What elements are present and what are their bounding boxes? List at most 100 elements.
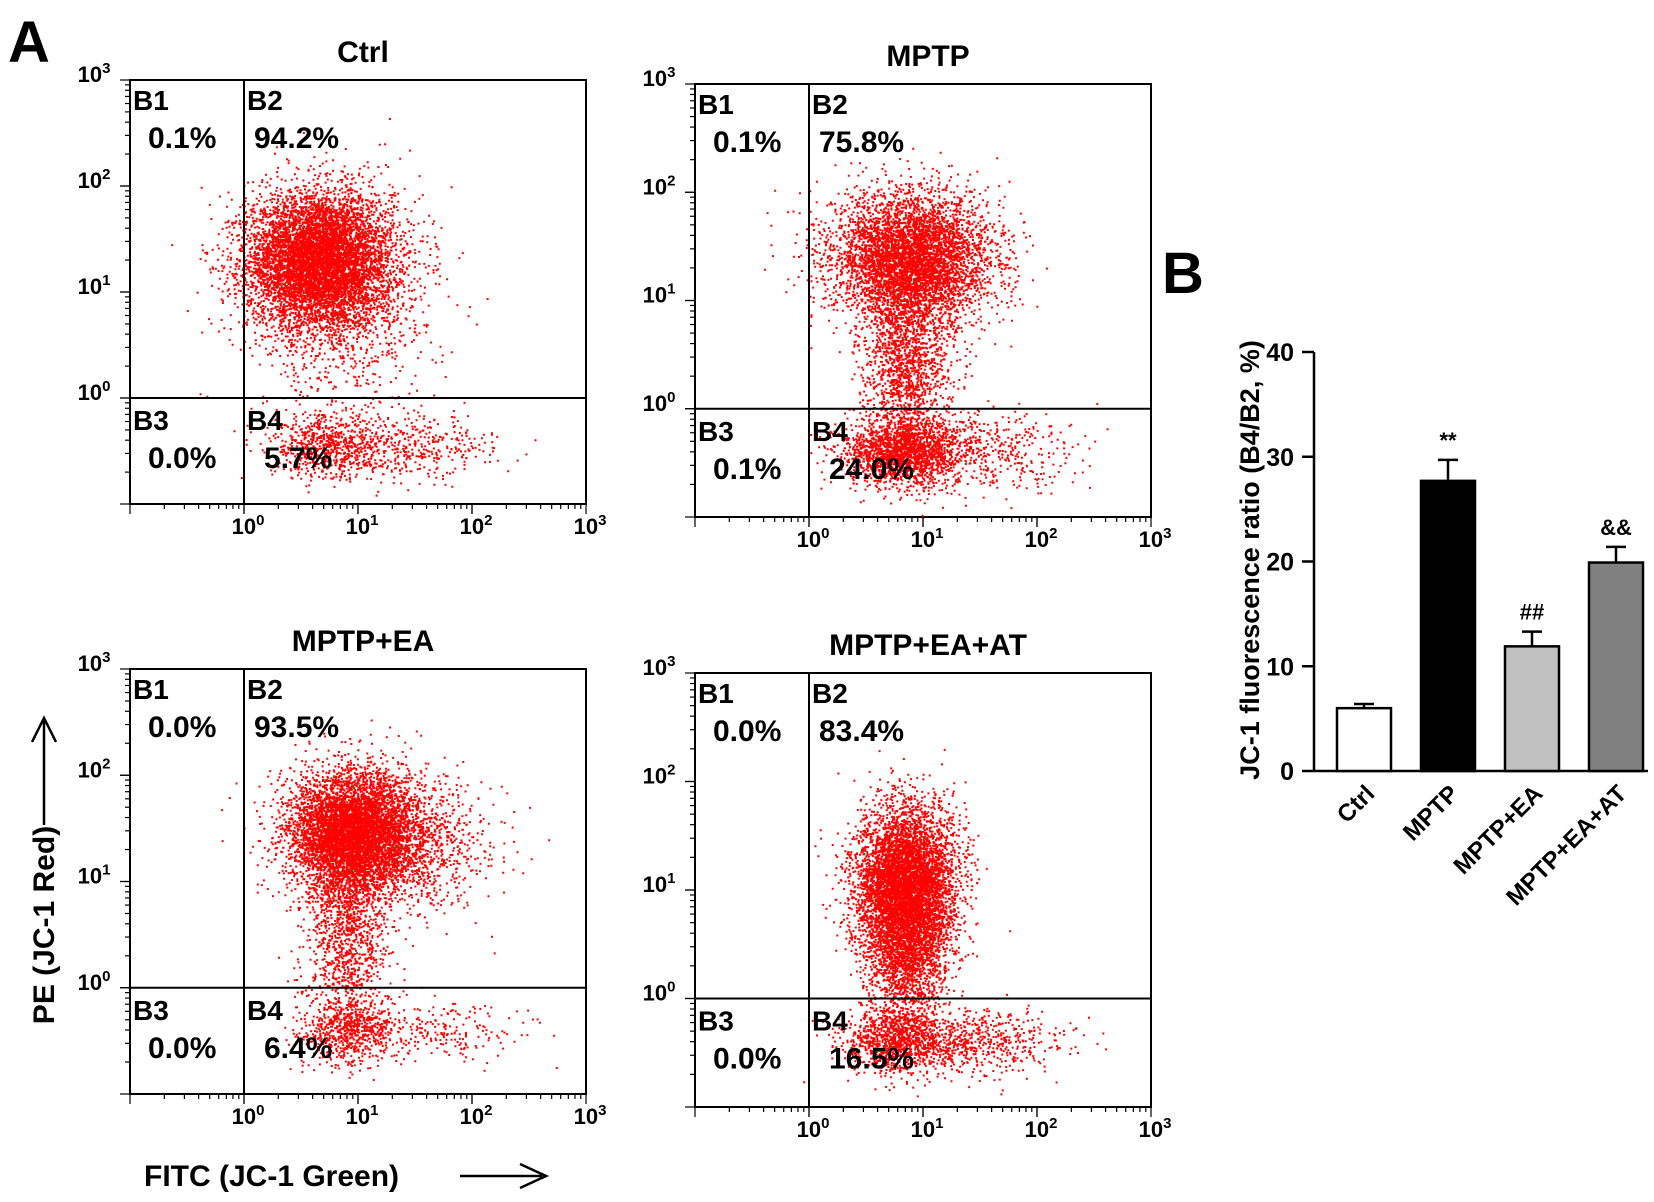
flow-x-axis-title: FITC (JC-1 Green) [144,1160,399,1193]
y-tick-label: 40 [1266,339,1294,367]
quadrant-name: B4 [247,995,283,1026]
flow-axis-titles: PE (JC-1 Red) FITC (JC-1 Green) [28,715,549,1193]
panel-title: Ctrl [337,36,389,69]
y-tick-label: 102 [78,755,111,782]
y-axis-title: JC-1 fluorescence ratio (B4/B2, %) [1235,340,1265,780]
x-tick-label: 102 [1025,525,1058,552]
scatter-points [803,748,1108,1098]
x-tick-label: 100 [232,512,265,539]
y-tick-label: 101 [78,862,111,889]
y-tick-label: 100 [78,968,111,995]
bar [1587,561,1645,773]
bar [1335,706,1393,773]
panel-title: MPTP [886,40,969,73]
x-tick-label: 100 [797,1115,830,1142]
y-arrow-head [30,715,58,743]
quadrant-name: B4 [247,405,283,436]
quadrant-name: B1 [133,85,169,116]
quadrant-percent: 0.0% [148,1032,216,1065]
quadrant-name: B3 [698,1006,734,1037]
flow-panel-4: MPTP+EA+AT 100 100 101 101 102 102 103 103 B1 0.0%… [643,629,1172,1142]
quadrant-name: B1 [698,678,734,709]
y-tick-label: 0 [1280,758,1294,786]
panel-title: MPTP+EA [292,625,435,658]
flow-panel-2: MPTP 100 100 101 101 102 102 103 103 B1 0.1% B2 75.8… [643,40,1172,552]
quadrant-name: B4 [812,1006,848,1037]
x-tick-label: 102 [460,512,493,539]
quadrant-name: B2 [247,85,283,116]
x-tick-label: 103 [574,1102,607,1129]
quadrant-percent: 0.1% [713,126,781,159]
x-tick-label: 101 [911,1115,944,1142]
flow-cytometry-panels: Ctrl 100 100 101 101 102 102 103 103 B1 0.1% B2 94.2… [78,36,1172,1142]
y-tick-label: 103 [78,649,111,676]
scatter-points [763,147,1109,517]
y-tick-label: 100 [643,389,676,416]
y-tick-label: 30 [1266,444,1294,472]
quadrant-name: B4 [812,416,848,447]
flow-panel-3: MPTP+EA 100 100 101 101 102 102 103 103 B1 0.0% B2 9… [78,625,607,1129]
x-tick-label: Ctrl [1332,780,1380,828]
quadrant-percent: 0.0% [148,711,216,744]
x-tick-label: MPTP [1398,780,1464,846]
significance-mark: && [1600,515,1632,540]
bar [1419,479,1477,773]
y-tick-label: 102 [78,166,111,193]
panel-title: MPTP+EA+AT [829,629,1027,662]
x-tick-label: 101 [911,525,944,552]
x-arrow-head [519,1162,549,1190]
quadrant-percent: 6.4% [264,1032,332,1065]
quadrant-percent: 0.0% [148,442,216,475]
quadrant-name: B3 [133,995,169,1026]
quadrant-name: B3 [698,416,734,447]
quadrant-percent: 0.1% [148,122,216,155]
bar [1503,645,1561,773]
y-tick-label: 10 [1266,653,1294,681]
quadrant-percent: 93.5% [254,711,339,744]
y-tick-label: 102 [643,762,676,789]
panel-a-label: A [8,10,50,75]
quadrant-name: B1 [133,674,169,705]
x-tick-label: 103 [574,512,607,539]
y-tick-label: 20 [1266,549,1294,577]
significance-mark: ** [1439,428,1457,453]
quadrant-name: B2 [812,89,848,120]
quadrant-percent: 0.0% [713,1043,781,1076]
significance-mark: ## [1520,600,1544,625]
y-tick-label: 100 [643,979,676,1006]
panel-b-label: B [1162,241,1204,306]
y-tick-label: 103 [643,653,676,680]
flow-panel-1: Ctrl 100 100 101 101 102 102 103 103 B1 0.1% B2 94.2… [78,36,607,539]
x-tick-label: 103 [1139,525,1172,552]
quadrant-name: B3 [133,405,169,436]
quadrant-percent: 75.8% [819,126,904,159]
quadrant-percent: 94.2% [254,122,339,155]
y-tick-label: 102 [643,172,676,199]
quadrant-percent: 24.0% [829,453,914,486]
x-tick-label: 103 [1139,1115,1172,1142]
x-tick-label: 101 [346,512,379,539]
y-tick-label: 103 [643,64,676,91]
y-tick-label: 101 [643,281,676,308]
quadrant-percent: 83.4% [819,715,904,748]
x-tick-label: 101 [346,1102,379,1129]
x-tick-label: 102 [460,1102,493,1129]
quadrant-percent: 16.5% [829,1043,914,1076]
y-tick-label: 103 [78,60,111,87]
y-tick-label: 100 [78,378,111,405]
quadrant-percent: 5.7% [264,442,332,475]
y-tick-label: 101 [78,272,111,299]
x-tick-label: 102 [1025,1115,1058,1142]
x-tick-label: 100 [232,1102,265,1129]
quadrant-name: B1 [698,89,734,120]
y-tick-label: 101 [643,870,676,897]
scatter-points [221,719,558,1081]
quadrant-percent: 0.1% [713,453,781,486]
scatter-points [171,118,537,497]
flow-y-axis-title: PE (JC-1 Red) [28,826,61,1024]
quadrant-name: B2 [812,678,848,709]
quadrant-name: B2 [247,674,283,705]
x-tick-label: 100 [797,525,830,552]
